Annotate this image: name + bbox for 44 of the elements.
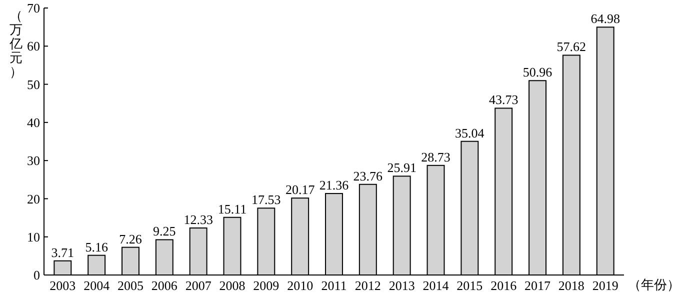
x-tick-label: 2006 — [151, 278, 178, 293]
y-axis-title: （万亿元） — [8, 8, 22, 79]
x-tick-label: 2017 — [524, 278, 552, 293]
data-label: 5.16 — [85, 239, 108, 254]
x-tick-label: 2008 — [219, 278, 246, 293]
y-tick-label: 60 — [27, 38, 40, 54]
x-axis-title: （年份） — [628, 277, 680, 292]
data-label: 57.62 — [556, 39, 586, 54]
x-tick-label: 2009 — [253, 278, 280, 293]
data-label: 23.76 — [353, 168, 384, 184]
x-tick-label: 2019 — [592, 278, 618, 293]
data-label: 50.96 — [522, 64, 553, 80]
y-tick-label: 40 — [27, 114, 40, 130]
data-label: 43.73 — [488, 92, 518, 108]
data-label: 35.04 — [455, 125, 485, 140]
y-tick-label: 50 — [27, 76, 40, 92]
y-tick-label: 70 — [27, 0, 40, 16]
x-tick-label: 2011 — [321, 278, 347, 293]
x-tick-label: 2013 — [388, 278, 415, 293]
data-label: 15.11 — [218, 201, 247, 216]
data-label: 64.98 — [590, 11, 620, 26]
x-tick-label: 2012 — [354, 278, 381, 293]
x-tick-label: 2004 — [84, 278, 110, 293]
data-label: 17.53 — [252, 192, 281, 208]
data-label: 20.17 — [285, 182, 316, 198]
x-tick-label: 2018 — [558, 278, 584, 293]
x-tick-label: 2016 — [490, 278, 518, 293]
data-label: 21.36 — [319, 178, 350, 193]
x-tick-label: 2007 — [185, 278, 212, 293]
y-tick-label: 20 — [27, 191, 40, 206]
data-label: 7.26 — [119, 231, 142, 246]
y-tick-label: 0 — [34, 268, 40, 283]
data-label: 9.25 — [153, 224, 176, 239]
data-label: 25.91 — [387, 160, 416, 176]
x-tick-label: 2003 — [50, 278, 76, 293]
y-tick-label: 10 — [27, 229, 40, 244]
x-tick-label: 2005 — [117, 278, 144, 293]
data-label: 28.73 — [421, 149, 450, 164]
data-label: 12.33 — [184, 212, 213, 227]
x-tick-label: 2015 — [456, 278, 483, 293]
x-tick-label: 2014 — [422, 278, 450, 293]
x-tick-label: 2010 — [287, 278, 314, 293]
data-label: 3.71 — [51, 244, 74, 260]
y-tick-label: 30 — [27, 153, 40, 168]
